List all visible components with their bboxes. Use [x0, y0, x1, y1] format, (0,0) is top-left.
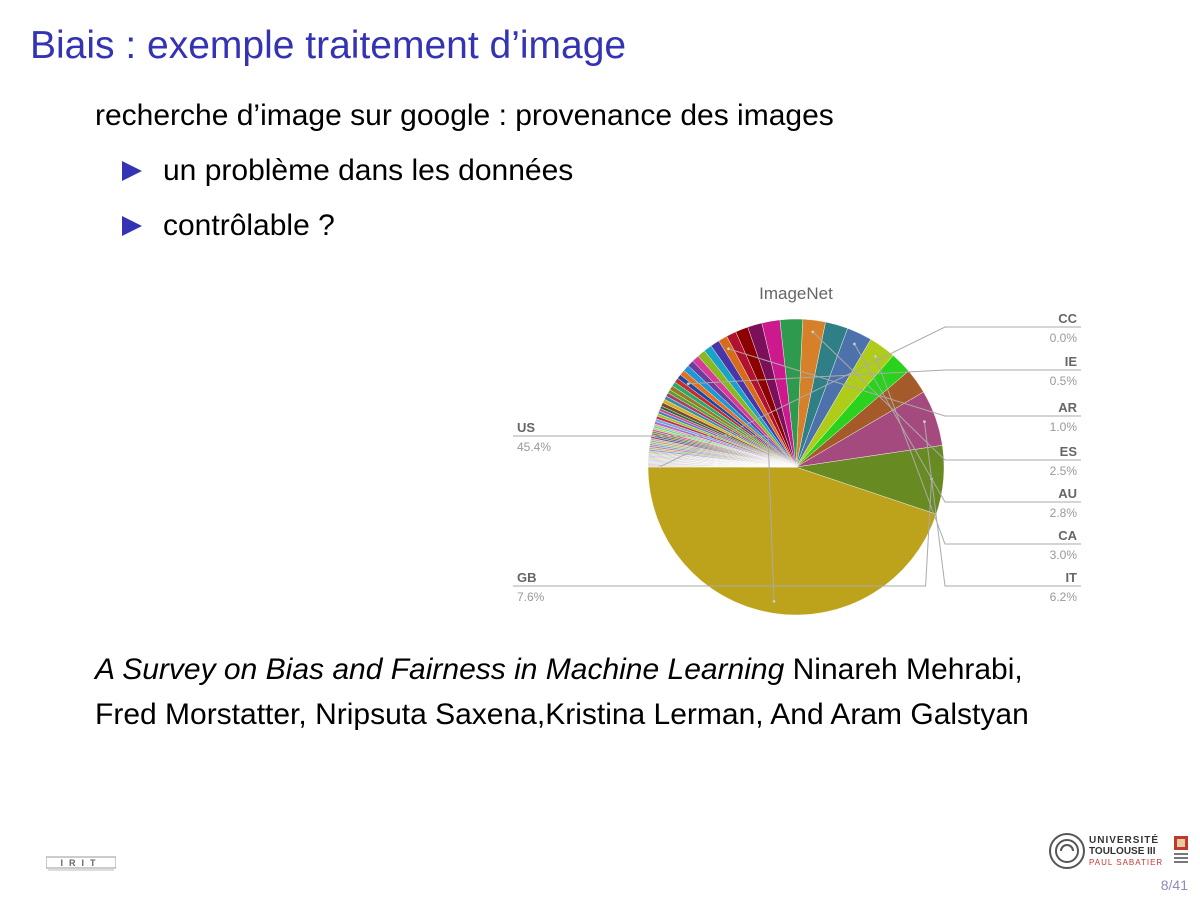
slide-title: Biais : exemple traitement d’image [30, 24, 627, 67]
callout-label-ie: IE [1065, 354, 1078, 369]
leader-dot-au [853, 342, 856, 346]
callout-percent-au: 2.8% [1050, 506, 1078, 520]
citation-title: A Survey on Bias and Fairness in Machine… [95, 653, 785, 686]
callout-percent-gb: 7.6% [517, 590, 545, 604]
bullet-text: contrôlable ? [163, 209, 335, 242]
leader-dot-it [923, 420, 926, 423]
leader-dot-us [772, 600, 776, 603]
callout-percent-ca: 3.0% [1050, 548, 1078, 562]
leader-line-es [812, 331, 1081, 461]
leader-lines [513, 326, 1081, 603]
leader-line-ca [874, 356, 1081, 545]
citation: A Survey on Bias and Fairness in Machine… [95, 647, 1055, 737]
callout-percent-us: 45.4% [517, 440, 551, 454]
ut3-logo-line2: TOULOUSE III [1089, 846, 1156, 857]
callout-label-it: IT [1065, 570, 1077, 585]
leader-dot-ar [727, 347, 730, 351]
leader-dot-es [811, 330, 815, 334]
leader-dot-cc [658, 465, 662, 469]
leader-dot-ca [874, 355, 877, 358]
leader-line-ar [728, 348, 1081, 417]
triangle-bullet-icon [122, 161, 142, 181]
callout-percent-cc: 0.0% [1050, 331, 1078, 345]
callout-label-cc: CC [1058, 311, 1077, 326]
irit-logo-text: IRIT [61, 858, 102, 868]
intro-text: recherche d’image sur google : provenanc… [95, 99, 834, 132]
bullet-list: un problème dans les données contrôlable… [122, 154, 573, 264]
callout-labels: US 45.4% GB 7.6% CC 0.0% IE 0.5% AR 1.0% ES 2.5% AU 2… [517, 311, 1078, 604]
leader-dot-ie [686, 382, 690, 386]
imagenet-pie-chart: ImageNet US 45.4% GB 7.6% CC 0.0% IE 0.5% AR 1.0%… [513, 284, 1081, 616]
bullet-item: un problème dans les données [122, 154, 573, 209]
callout-percent-es: 2.5% [1050, 464, 1078, 478]
bullet-text: un problème dans les données [163, 154, 574, 187]
irit-logo: IRIT [46, 856, 116, 871]
citation-authors: Ninareh Mehrabi, Fred Morstatter, Nripsu… [95, 653, 1029, 731]
pie-slices [647, 318, 945, 616]
callout-label-ca: CA [1058, 528, 1077, 543]
page-number: 8/41 [1160, 877, 1188, 893]
callout-percent-ie: 0.5% [1050, 374, 1078, 388]
triangle-bullet-icon [122, 216, 142, 236]
bullet-item: contrôlable ? [122, 209, 573, 264]
leader-line-ie [688, 369, 1081, 385]
callout-percent-it: 6.2% [1050, 590, 1078, 604]
callout-percent-ar: 1.0% [1050, 420, 1078, 434]
leader-line-au [853, 343, 1081, 503]
leader-line-cc [659, 326, 1081, 468]
leader-line-it [923, 421, 1081, 587]
callout-label-gb: GB [517, 570, 537, 585]
leader-line-gb [513, 478, 933, 587]
ut3-logo-line1: UNIVERSITÉ [1089, 833, 1159, 846]
leader-line-us [513, 435, 775, 602]
ut3-logo: UNIVERSITÉ TOULOUSE III PAUL SABATIER [1049, 833, 1188, 869]
pie-slice-us [647, 466, 937, 616]
callout-label-au: AU [1058, 486, 1077, 501]
ut3-logo-line3: PAUL SABATIER [1089, 858, 1163, 867]
chart-title: ImageNet [759, 284, 833, 303]
callout-label-es: ES [1060, 444, 1078, 459]
callout-label-ar: AR [1058, 400, 1077, 415]
callout-label-us: US [517, 420, 535, 435]
